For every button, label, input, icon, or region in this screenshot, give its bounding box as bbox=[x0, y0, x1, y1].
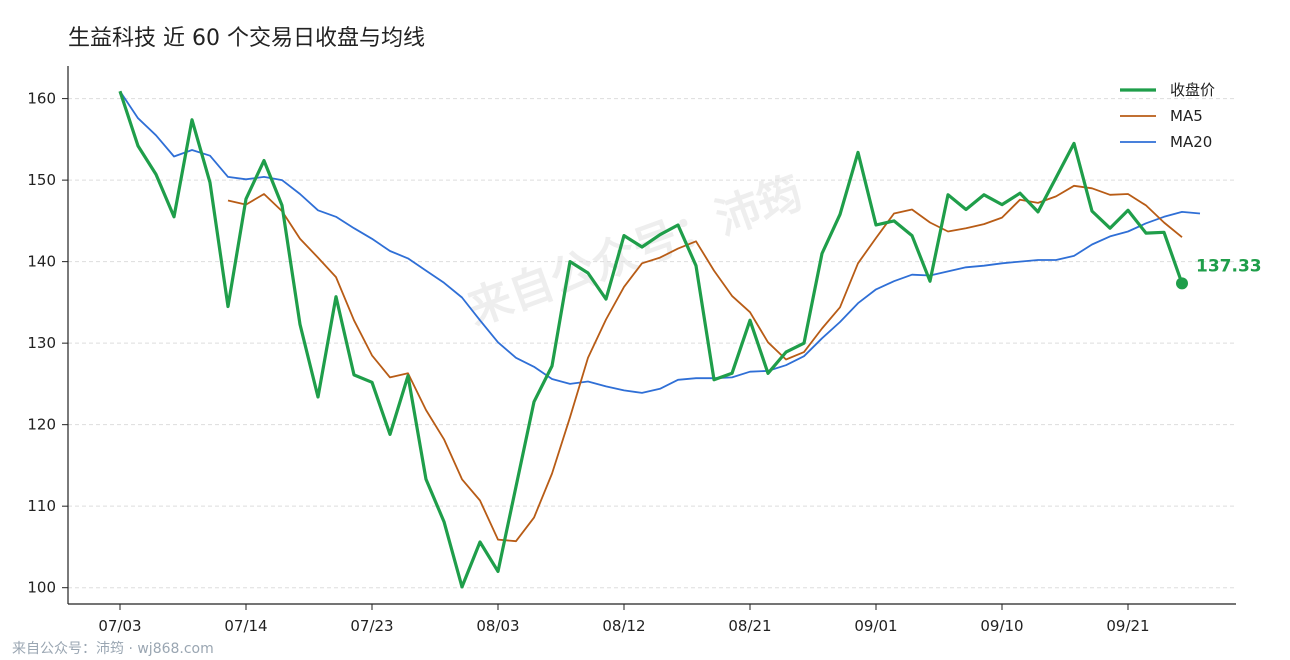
y-tick-label: 150 bbox=[27, 171, 56, 189]
y-tick-label: 110 bbox=[27, 497, 56, 515]
x-tick-label: 07/23 bbox=[350, 617, 393, 635]
y-axis-ticks: 100 110 120 130 140 150 160 bbox=[27, 90, 68, 597]
y-tick-label: 100 bbox=[27, 579, 56, 597]
end-value-label: 137.33 bbox=[1196, 256, 1262, 276]
axes bbox=[67, 66, 1236, 605]
x-tick-label: 07/14 bbox=[224, 617, 267, 635]
footer-credit: 来自公众号：沛筠 · wj868.com bbox=[12, 640, 214, 657]
y-tick-label: 160 bbox=[27, 90, 56, 108]
end-marker bbox=[1176, 277, 1188, 290]
x-axis-ticks: 07/03 07/14 07/23 08/03 08/12 08/21 09/01 09/10… bbox=[98, 604, 1150, 635]
x-tick-label: 08/03 bbox=[476, 617, 519, 635]
x-tick-label: 08/12 bbox=[602, 617, 645, 635]
series-line-ma5 bbox=[227, 184, 1183, 543]
y-tick-label: 140 bbox=[27, 253, 56, 271]
legend: 收盘价 MA5 MA20 bbox=[1120, 81, 1215, 151]
series-line-close bbox=[118, 90, 1184, 589]
x-tick-label: 09/10 bbox=[980, 617, 1023, 635]
x-tick-label: 09/21 bbox=[1106, 617, 1149, 635]
x-tick-label: 09/01 bbox=[854, 617, 897, 635]
legend-label: MA20 bbox=[1170, 133, 1212, 151]
gridlines bbox=[68, 98, 1236, 589]
legend-label: 收盘价 bbox=[1170, 81, 1215, 99]
y-tick-label: 130 bbox=[27, 334, 56, 352]
legend-label: MA5 bbox=[1170, 107, 1203, 125]
chart-title: 生益科技 近 60 个交易日收盘与均线 bbox=[68, 26, 425, 51]
watermark: 来自公众号：沛筠 bbox=[461, 167, 809, 335]
y-tick-label: 120 bbox=[27, 416, 56, 434]
series-line-ma20 bbox=[119, 90, 1201, 394]
x-tick-label: 08/21 bbox=[728, 617, 771, 635]
x-tick-label: 07/03 bbox=[98, 617, 141, 635]
series-lines bbox=[118, 90, 1201, 589]
end-marker-group: 137.33 bbox=[1176, 256, 1262, 290]
